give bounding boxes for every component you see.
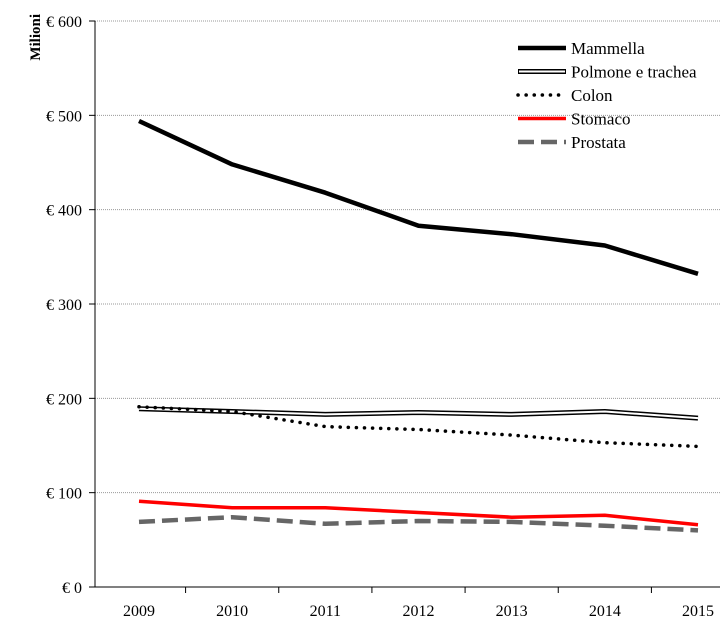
y-tick-label: € 100: [46, 486, 82, 503]
legend-item-colon: Colon: [516, 86, 613, 105]
y-tick-label: € 600: [46, 14, 82, 31]
series-line: [138, 499, 699, 527]
series-mammella: [138, 118, 699, 276]
legend: Mammella Polmone e trachea Colon Stomaco Pro…: [516, 39, 697, 152]
series-stomaco: [138, 499, 699, 527]
legend-item-prostata: Prostata: [518, 133, 626, 152]
legend-label: Prostata: [571, 133, 626, 152]
x-tick-label: 2013: [496, 603, 528, 619]
y-axis-label: Milioni: [28, 14, 44, 61]
legend-label: Polmone e trachea: [571, 63, 697, 82]
y-tick-labels: € 0 € 100 € 200 € 300 € 400 € 500 € 600: [46, 14, 82, 597]
legend-item-polmone-e-trachea: Polmone e trachea: [518, 63, 697, 82]
x-tick-label: 2012: [403, 603, 435, 619]
series-line-inner: [138, 407, 699, 420]
legend-item-mammella: Mammella: [518, 39, 645, 58]
x-tick-label: 2010: [216, 603, 248, 619]
legend-label: Mammella: [571, 39, 645, 58]
series-polmone-e-trachea: [138, 406, 699, 421]
y-tick-label: € 400: [46, 203, 82, 220]
gridlines: [95, 20, 720, 494]
legend-label: Colon: [571, 86, 613, 105]
series-line: [138, 514, 699, 533]
x-tick-label: 2015: [682, 603, 714, 619]
series-lines: [137, 118, 700, 533]
legend-label: Stomaco: [571, 110, 631, 129]
axes: [89, 20, 720, 593]
x-tick-labels: 2009 2010 2011 2012 2013 2014 2015: [123, 603, 714, 620]
x-tick-label: 2014: [589, 603, 621, 619]
x-tick-label: 2011: [310, 603, 341, 619]
series-line: [138, 118, 699, 276]
y-tick-label: € 300: [46, 297, 82, 314]
y-tick-label: € 0: [62, 580, 82, 597]
y-tick-label: € 200: [46, 391, 82, 408]
x-tick-label: 2009: [123, 603, 155, 619]
y-tick-label: € 500: [46, 108, 82, 125]
series-prostata: [138, 514, 699, 533]
legend-item-stomaco: Stomaco: [518, 110, 631, 129]
